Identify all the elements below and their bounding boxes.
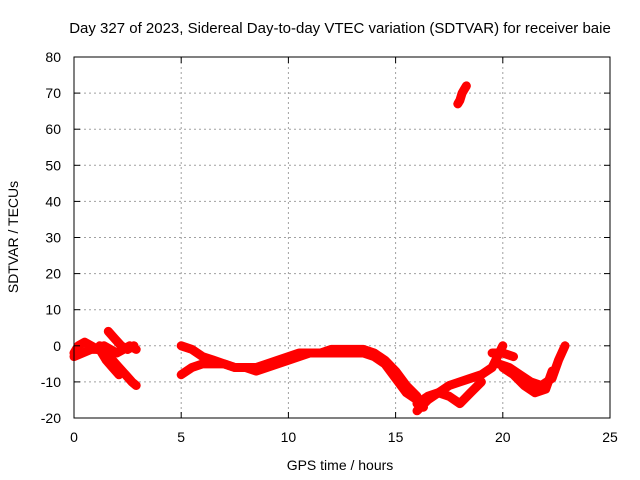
ticks-layer: 0 5 10 15 20 25 -20 -10 0 10 20 30 40 50 60 70 80: [41, 49, 618, 445]
x-tick-label: 15: [388, 429, 404, 445]
series-track-8: [412, 377, 486, 409]
x-axis-label: GPS time / hours: [287, 457, 394, 473]
series-track-3: [95, 341, 141, 390]
series-track-9: [487, 348, 518, 362]
y-axis-label: SDTVAR / TECUs: [5, 181, 21, 293]
x-tick-label: 5: [177, 429, 185, 445]
series-layer: [69, 81, 570, 416]
x-tick-label: 0: [70, 429, 78, 445]
x-tick-label: 20: [495, 429, 511, 445]
series-track-12: [453, 81, 471, 109]
x-tick-label: 10: [281, 429, 297, 445]
series-track-6: [176, 341, 422, 401]
y-tick-label: 60: [45, 121, 61, 137]
chart-title: Day 327 of 2023, Sidereal Day-to-day VTE…: [69, 20, 611, 37]
y-tick-label: 20: [45, 266, 61, 282]
y-tick-label: 80: [45, 49, 61, 65]
series-track-4: [103, 326, 139, 354]
y-tick-label: 10: [45, 302, 61, 318]
y-tick-label: 0: [53, 338, 61, 354]
y-tick-label: 40: [45, 193, 61, 209]
y-tick-label: 30: [45, 230, 61, 246]
y-tick-label: -20: [41, 410, 61, 426]
series-track-11: [498, 363, 557, 398]
y-tick-label: -10: [41, 374, 61, 390]
y-tick-label: 70: [45, 85, 61, 101]
x-tick-label: 25: [602, 429, 618, 445]
grid-layer: [74, 57, 610, 418]
y-tick-label: 50: [45, 157, 61, 173]
